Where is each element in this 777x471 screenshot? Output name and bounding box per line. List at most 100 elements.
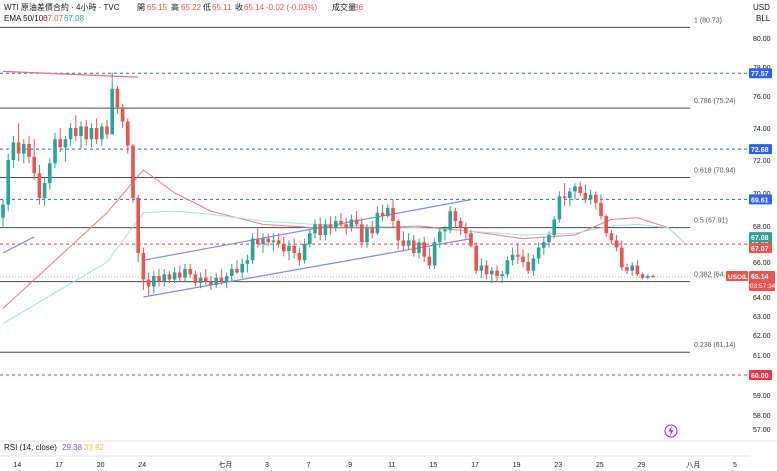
candle-body [292,245,296,253]
close-value: 65.14 [244,3,265,12]
candle [53,132,57,169]
candle-body [526,262,530,271]
candle [349,214,354,232]
candle [557,191,562,223]
candle [500,270,504,283]
ema-label: EMA 50/100 [4,14,48,23]
candle [604,214,608,237]
candle [443,226,447,241]
candle [594,191,598,210]
candle [323,219,328,241]
candle [37,164,42,205]
price-tick-label: 68.00 [753,224,771,231]
candle [588,189,593,205]
rsi-value-2: 33.82 [84,443,105,452]
candle [505,256,510,278]
candle-body [344,224,348,228]
candle-body [79,126,83,136]
candle-body [599,202,603,217]
candle [339,212,343,228]
change-value: -0.02 (-0.03%) [266,3,317,12]
level-price-tag: 77.57 [751,71,769,78]
candle [464,222,468,239]
time-tick-label: 七月 [218,460,232,469]
candle-body [37,173,42,198]
candle [32,139,36,180]
candle-body [105,126,109,135]
candle-body [22,144,26,154]
candle [131,144,135,203]
candle-body [1,204,5,218]
candle [245,254,250,273]
candle-body [334,221,338,228]
candle [568,188,572,207]
candle [547,231,551,248]
candle [250,233,255,264]
candle [240,258,244,278]
price-axis: 80.0078.0076.0074.0072.0070.0068.0066.00… [726,36,776,434]
ema-price-tag: 67.08 [751,235,769,242]
candle-body [16,142,21,154]
currency-label: USD [753,3,770,12]
candle-body [183,269,187,278]
candle-body [380,212,385,217]
candle-body [510,254,515,261]
candle [68,123,73,146]
candle [651,274,655,278]
candle-body [11,142,16,160]
price-tick-label: 64.00 [753,295,771,302]
candle [146,272,151,296]
symbol-title: WTI 原油差價合約 · 4小時 · TVC [4,2,120,12]
channel-line [143,199,472,261]
candle-body [646,276,650,278]
lightning-icon[interactable] [664,424,678,438]
fib-level-label: 0.382 (64.88) [694,272,736,279]
candle [479,258,484,278]
candle-body [32,156,36,174]
candle-body [318,224,322,235]
candle [152,270,156,294]
candle [620,240,624,271]
price-tick-label: 58.00 [753,413,771,420]
volume-value: 86 [354,3,363,12]
time-tick-label: 3 [265,462,269,469]
candle-body [568,191,572,198]
chart-levels: 1 (80.73) 0.786 (75.24) 0.618 (70.94) 0.5 (… [0,17,750,376]
time-tick-label: 7 [307,462,311,469]
low-label: 低 [203,2,211,12]
candle-body [48,163,52,184]
time-tick-label: 9 [348,462,352,469]
candle [646,274,650,280]
candle-body [339,221,343,225]
candle-body [328,224,333,228]
candle [438,227,442,248]
candle [344,217,348,235]
candle [432,238,437,269]
candle-body [417,242,421,253]
level-price-tag-bg [749,144,772,155]
candle [209,276,213,290]
candle [552,216,556,239]
candle-body [542,242,546,248]
time-tick-label: 17 [471,462,479,469]
candle [198,272,203,289]
fib-level-label: 0.5 (67.91) [694,218,728,225]
candle [162,269,166,287]
trend-line-resistance [2,70,139,78]
candle-body [287,245,291,252]
candle [16,123,21,162]
candle [396,219,400,250]
candle-body [422,242,426,257]
price-tick-label: 80.00 [753,36,771,43]
candle [526,253,530,275]
candle-body [635,265,640,275]
candle [120,104,125,128]
candle [625,263,629,275]
candle [178,265,182,282]
volume-label: 成交量 [332,2,356,12]
candle [453,207,458,228]
ema-price-tag-bg [749,232,772,243]
candle-body [214,277,218,285]
candle [370,221,374,239]
